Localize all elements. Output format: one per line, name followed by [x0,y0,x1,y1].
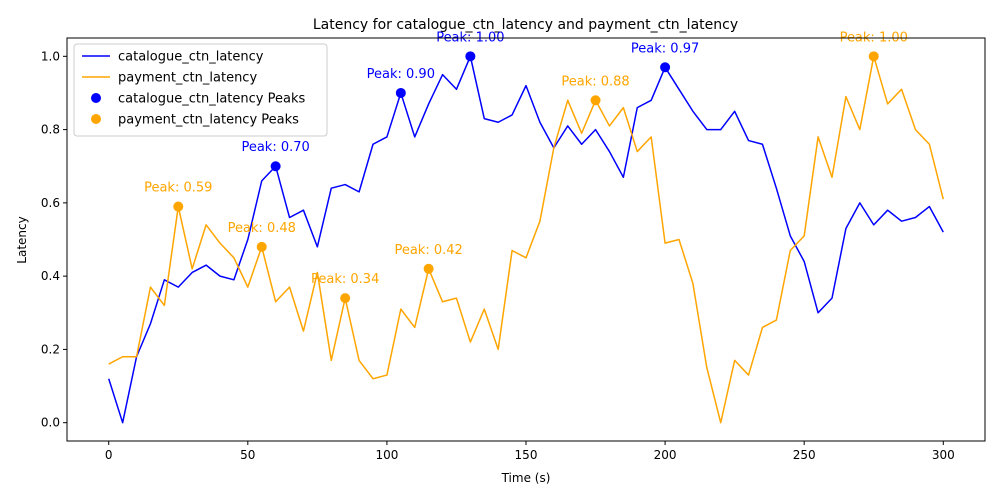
peak-label: Peak: 0.34 [311,272,379,287]
peak-label: Peak: 0.88 [561,74,629,89]
legend-label: catalogue_ctn_latency Peaks [118,92,305,107]
peak-marker [465,51,476,62]
peak-marker [340,293,351,304]
peak-marker [395,87,406,98]
peak-marker [660,62,671,73]
peak-marker [173,201,184,212]
legend-swatch-marker [91,93,101,103]
legend-label: payment_ctn_latency [118,71,257,86]
x-axis: 0 50 100 150 200 250 300 [105,441,955,462]
series-line-payment_ctn_latency [108,55,944,424]
x-tick-label: 200 [654,448,677,462]
y-tick-label: 0.4 [41,269,60,283]
y-tick-label: 1.0 [41,49,60,63]
legend: catalogue_ctn_latency payment_ctn_latency… [73,43,328,137]
legend-swatch-marker [91,114,101,124]
peak-label: Peak: 0.90 [367,67,435,82]
peak-marker [590,95,601,106]
peak-marker [270,161,281,172]
x-axis-title: Time (s) [501,471,551,485]
legend-frame [73,43,328,137]
y-tick-label: 0.0 [41,416,60,430]
x-tick-label: 300 [932,448,955,462]
peak-label: Peak: 0.97 [631,41,699,56]
peak-label: Peak: 0.59 [144,181,212,196]
y-tick-label: 0.2 [41,342,60,356]
x-tick-label: 250 [793,448,816,462]
peak-marker [423,263,434,274]
y-tick-label: 0.6 [41,196,60,210]
peak-label: Peak: 0.70 [241,140,309,155]
chart-title: Latency for catalogue_ctn_latency and pa… [313,17,738,33]
legend-label: catalogue_ctn_latency [118,50,264,65]
y-axis: 0.0 0.2 0.4 0.6 0.8 1.0 [41,49,67,430]
peak-label: Peak: 0.48 [228,221,296,236]
peak-marker [868,51,879,62]
x-tick-label: 150 [515,448,538,462]
y-tick-label: 0.8 [41,123,60,137]
peak-label: Peak: 0.42 [394,243,462,258]
series-line-catalogue_ctn_latency [108,55,944,424]
x-tick-label: 0 [105,448,113,462]
x-tick-label: 100 [375,448,398,462]
peak-marker [256,241,267,252]
legend-label: payment_ctn_latency Peaks [118,113,299,128]
x-tick-label: 50 [240,448,255,462]
y-axis-title: Latency [15,216,29,263]
